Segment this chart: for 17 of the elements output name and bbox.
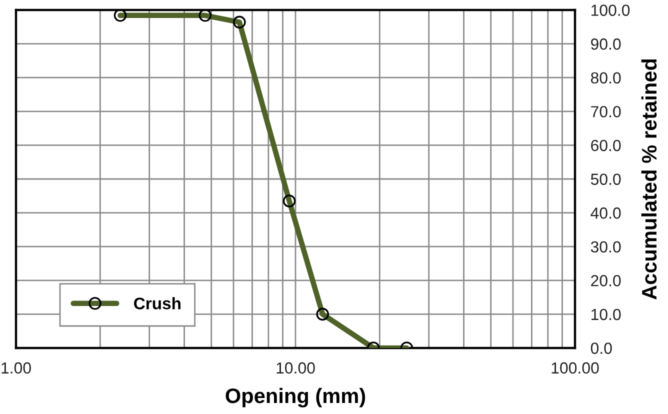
legend-label: Crush — [134, 297, 180, 310]
x-axis-title: Opening (mm) — [226, 388, 366, 408]
y-axis-title: Accumulated % retained — [641, 59, 657, 300]
x-tick-label: 10.00 — [276, 362, 315, 374]
y-tick-label: 0.0 — [590, 342, 612, 354]
y-tick-label: 20.0 — [591, 275, 621, 286]
y-tick-label: 80.0 — [590, 72, 621, 84]
y-tick-label: 10.0 — [591, 308, 621, 320]
y-tick-label: 50.0 — [590, 174, 621, 185]
y-tick-label: 100.0 — [591, 4, 630, 16]
y-tick-label: 40.0 — [590, 207, 621, 219]
y-tick-label: 30.0 — [590, 241, 621, 253]
x-tick-label: 1.00 — [2, 362, 31, 374]
x-tick-label: 100.00 — [552, 362, 599, 374]
y-tick-label: 70.0 — [591, 106, 621, 118]
y-tick-label: 60.0 — [591, 140, 621, 152]
y-tick-label: 90.0 — [591, 38, 621, 50]
